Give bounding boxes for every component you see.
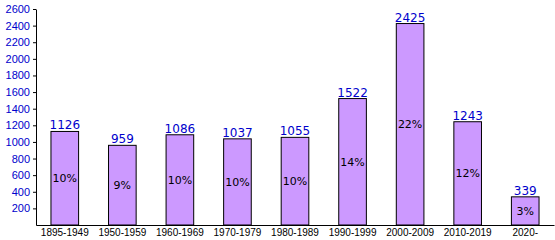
tick: 1800 [6,69,36,81]
chart: 200 400 600 800 1000 1200 1400 1600 1800 2000 2200… [0,0,555,240]
tick-label: 2200 [6,36,30,48]
tick-label: 1600 [6,86,30,98]
tick-label: 800 [12,153,30,165]
axis-line [36,10,37,226]
percent-label: 9% [114,179,131,192]
tick-mark [33,125,36,126]
tick-label: 1950-1959 [98,227,146,238]
tick: 800 [12,153,36,165]
bar [109,145,137,225]
tick-mark [33,9,36,10]
tick: 2010-2019 [444,227,492,238]
data-label: 1243 [452,109,483,123]
bar [511,197,539,225]
tick: 1990-1999 [329,227,377,238]
tick-label: 1960-1969 [156,227,204,238]
percent-label: 10% [53,172,77,185]
bars [51,24,539,225]
tick-mark [33,175,36,176]
tick: 2000 [6,53,36,65]
tick: 1950-1959 [98,227,146,238]
tick: 1200 [6,119,36,131]
percent-label: 12% [455,167,479,180]
tick-label: 1000 [6,136,30,148]
bar [224,139,252,225]
tick-mark [33,208,36,209]
tick-label: 1990-1999 [329,227,377,238]
tick: 1895-1949 [41,227,89,238]
tick: 2600 [6,3,36,15]
data-label: 1522 [337,86,368,100]
tick-label: 2400 [6,20,30,32]
tick-mark [33,192,36,193]
tick: 200 [12,202,36,214]
tick-label: 1970-1979 [214,227,262,238]
tick-mark [33,59,36,60]
x-axis: 1895-1949 1950-1959 1960-1969 1970-1979 1980… [37,226,555,239]
tick: 600 [12,169,36,181]
tick: 1980-1989 [271,227,319,238]
tick-label: 1800 [6,69,30,81]
tick-label: 200 [12,202,30,214]
percent-label: 10% [168,174,192,187]
tick-label: 2000 [6,53,30,65]
percent-label: 10% [283,175,307,188]
tick: 1960-1969 [156,227,204,238]
bar [454,122,482,225]
bar [166,135,194,225]
tick: 2400 [6,20,36,32]
tick: 1000 [6,136,36,148]
tick-label: 600 [12,169,30,181]
plot: 200 400 600 800 1000 1200 1400 1600 1800 2000 2200… [6,3,555,238]
data-label: 2425 [395,11,426,25]
tick-mark [33,92,36,93]
tick-mark [33,159,36,160]
data-label: 1037 [222,126,253,140]
tick-mark [33,42,36,43]
tick-label: 1980-1989 [271,227,319,238]
percent-label: 10% [225,176,249,189]
tick-label: 2010-2019 [444,227,492,238]
percent-label: 3% [516,205,533,218]
data-label: 1086 [165,122,196,136]
tick-label: 400 [12,186,30,198]
bar [339,99,367,225]
tick-label: 1895-1949 [41,227,89,238]
bar [396,24,424,225]
percent-label: 14% [340,156,364,169]
tick: 2020- [512,227,538,238]
tick-mark [33,75,36,76]
tick-mark [33,109,36,110]
data-label: 1055 [280,124,311,138]
percent-labels: 10% 9% 10% 10% 10% 14% 22% 12% 3% [53,118,534,218]
bar [281,137,309,225]
bar [51,131,79,225]
tick-mark [33,142,36,143]
tick-label: 2020- [512,227,538,238]
tick-mark [33,26,36,27]
percent-label: 22% [398,118,422,131]
tick: 1970-1979 [214,227,262,238]
tick-label: 2000-2009 [386,227,434,238]
data-labels: 1126 959 1086 1037 1055 1522 2425 1243 339 [50,11,537,198]
tick-label: 2600 [6,3,30,15]
data-label: 339 [514,184,537,198]
tick: 1400 [6,103,36,115]
y-axis: 200 400 600 800 1000 1200 1400 1600 1800 2000 2200… [6,3,37,225]
tick: 2000-2009 [386,227,434,238]
tick: 400 [12,186,36,198]
tick-label: 1400 [6,103,30,115]
tick: 1600 [6,86,36,98]
tick: 2200 [6,36,36,48]
axis-line [37,225,555,226]
tick-label: 1200 [6,119,30,131]
data-label: 959 [111,132,134,146]
data-label: 1126 [50,118,81,132]
